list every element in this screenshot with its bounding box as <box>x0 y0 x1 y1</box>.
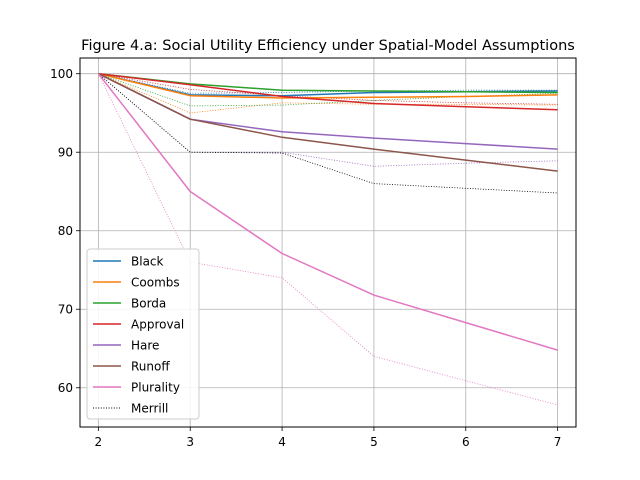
y-tick-label: 60 <box>58 381 73 395</box>
series-line-black-merrill <box>98 73 558 94</box>
plot-frame <box>79 57 577 428</box>
x-tick-label: 3 <box>186 435 194 449</box>
legend-label-approval: Approval <box>131 318 184 332</box>
chart-title: Figure 4.a: Social Utility Efficiency un… <box>81 38 575 54</box>
y-tick-label: 90 <box>58 146 73 160</box>
legend-label-plurality: Plurality <box>131 381 180 395</box>
series-line-approval <box>98 72 558 111</box>
series-line-runoff <box>98 73 558 172</box>
x-tick-label: 6 <box>462 435 470 449</box>
series-line-plurality-merrill <box>98 73 558 406</box>
y-tick-label: 70 <box>58 303 73 317</box>
legend-label-black: Black <box>131 255 164 269</box>
x-tick-label: 4 <box>278 435 286 449</box>
legend-label-borda: Borda <box>131 297 166 311</box>
legend-label-coombs: Coombs <box>131 276 180 290</box>
legend-label-merrill: Merrill <box>131 402 168 416</box>
series-line-plurality <box>97 73 558 351</box>
series-line-merrill <box>98 73 558 194</box>
x-tick-label: 2 <box>95 435 103 449</box>
series-line-coombs <box>98 72 558 99</box>
y-tick-label: 100 <box>50 67 73 81</box>
legend-label-hare: Hare <box>131 339 159 353</box>
x-tick-label: 5 <box>370 435 378 449</box>
axis-ticks: 2 3 4 5 6 7 60 70 80 90 100 <box>50 67 561 449</box>
legend-box <box>86 248 200 420</box>
x-tick-label: 7 <box>554 435 562 449</box>
series-line-coombs-merrill <box>98 73 558 114</box>
legend-label-runoff: Runoff <box>131 360 170 374</box>
y-tick-label: 80 <box>58 224 73 238</box>
series-lines <box>97 72 558 351</box>
legend: Black Coombs Borda Approval Hare Runoff Plural… <box>86 248 200 420</box>
